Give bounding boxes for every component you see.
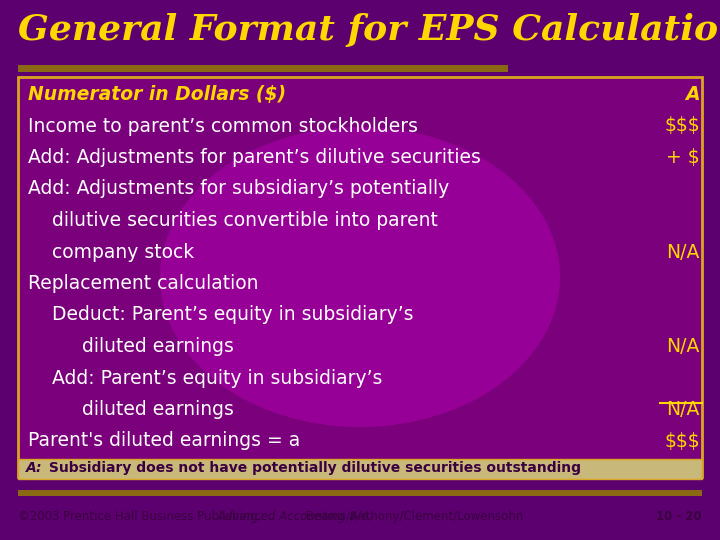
Text: Replacement calculation: Replacement calculation bbox=[28, 274, 258, 293]
Ellipse shape bbox=[160, 127, 560, 427]
Text: Subsidiary does not have potentially dilutive securities outstanding: Subsidiary does not have potentially dil… bbox=[44, 461, 581, 475]
Text: Add: Adjustments for parent’s dilutive securities: Add: Adjustments for parent’s dilutive s… bbox=[28, 148, 481, 167]
Text: N/A: N/A bbox=[667, 242, 700, 261]
Text: Add: Parent’s equity in subsidiary’s: Add: Parent’s equity in subsidiary’s bbox=[28, 368, 382, 388]
Text: company stock: company stock bbox=[28, 242, 194, 261]
Text: A:: A: bbox=[26, 461, 42, 475]
Text: diluted earnings: diluted earnings bbox=[28, 337, 234, 356]
Text: Add: Adjustments for subsidiary’s potentially: Add: Adjustments for subsidiary’s potent… bbox=[28, 179, 449, 199]
Text: diluted earnings: diluted earnings bbox=[28, 400, 234, 419]
Text: dilutive securities convertible into parent: dilutive securities convertible into par… bbox=[28, 211, 438, 230]
Text: ©2003 Prentice Hall Business Publishing,: ©2003 Prentice Hall Business Publishing, bbox=[18, 510, 265, 523]
Bar bbox=[18, 490, 702, 496]
Text: Parent's diluted earnings = a: Parent's diluted earnings = a bbox=[28, 431, 300, 450]
Text: Income to parent’s common stockholders: Income to parent’s common stockholders bbox=[28, 117, 418, 136]
Text: $$$: $$$ bbox=[665, 117, 700, 136]
Text: + $: + $ bbox=[667, 148, 700, 167]
Bar bbox=[18, 459, 702, 479]
FancyBboxPatch shape bbox=[18, 77, 702, 477]
Text: Numerator in Dollars ($): Numerator in Dollars ($) bbox=[28, 85, 286, 104]
Text: N/A: N/A bbox=[667, 337, 700, 356]
Text: General Format for EPS Calculations: General Format for EPS Calculations bbox=[18, 13, 720, 47]
Bar bbox=[18, 65, 508, 72]
Text: Advanced Accounting 8/e,: Advanced Accounting 8/e, bbox=[218, 510, 373, 523]
Text: Deduct: Parent’s equity in subsidiary’s: Deduct: Parent’s equity in subsidiary’s bbox=[28, 306, 413, 325]
Text: Beams/Anthony/Clement/Lowensohn: Beams/Anthony/Clement/Lowensohn bbox=[302, 510, 523, 523]
Text: N/A: N/A bbox=[667, 400, 700, 419]
Text: A: A bbox=[685, 85, 700, 104]
Text: $$$: $$$ bbox=[665, 431, 700, 450]
Text: 10 - 20: 10 - 20 bbox=[657, 510, 702, 523]
